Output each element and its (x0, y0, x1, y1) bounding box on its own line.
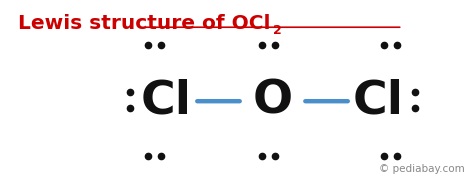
Text: O: O (253, 79, 292, 124)
Text: Cl: Cl (353, 79, 404, 124)
Text: Cl: Cl (141, 79, 192, 124)
Text: © pediabay.com: © pediabay.com (379, 164, 465, 174)
Text: Lewis structure of OCl: Lewis structure of OCl (18, 14, 270, 33)
Text: 2: 2 (273, 24, 281, 37)
